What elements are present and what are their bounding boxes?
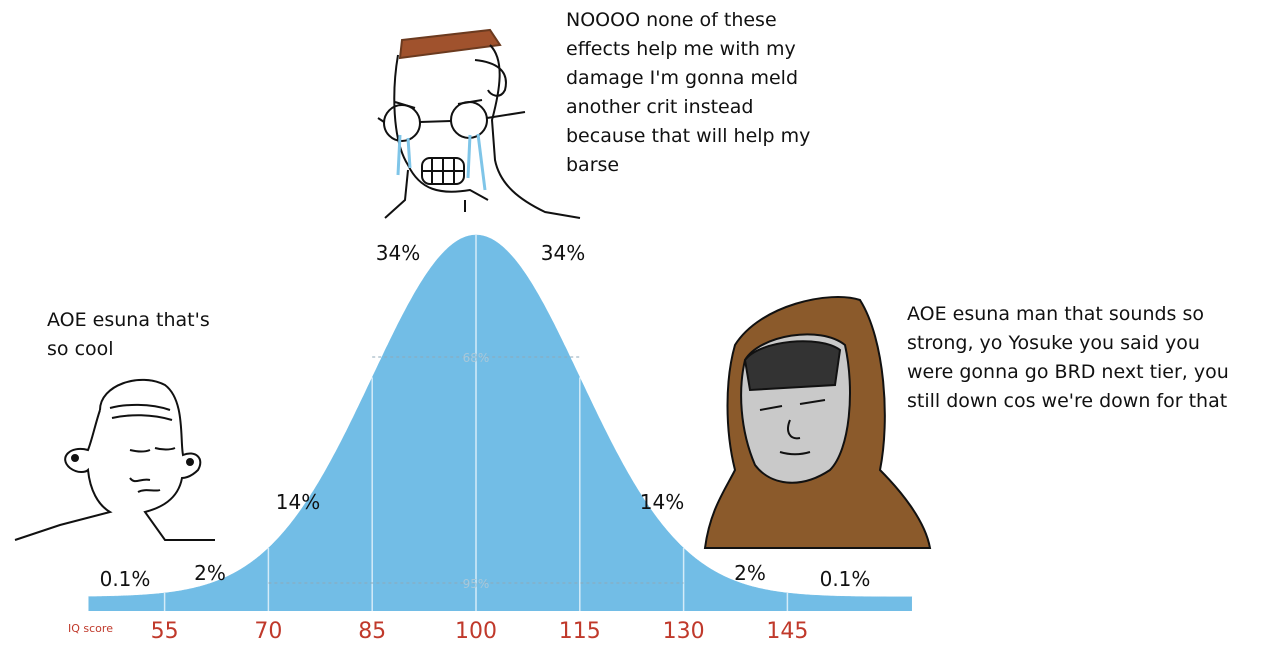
caption-line: because that will help my	[566, 125, 811, 147]
x-tick-label: 145	[766, 619, 808, 644]
x-tick-label: 130	[663, 619, 705, 644]
value-label: 14%	[640, 490, 684, 514]
hooded-wojak	[703, 296, 932, 549]
segment	[787, 592, 913, 598]
segment	[371, 234, 477, 598]
x-axis-label: IQ score	[68, 622, 113, 635]
x-tick-label: 100	[455, 619, 497, 644]
segment	[579, 377, 684, 598]
value-label: 2%	[194, 561, 226, 585]
crying-wojak	[377, 28, 581, 219]
caption: AOE esuna that's so cool	[47, 306, 210, 364]
value-label: 0.1%	[820, 567, 871, 591]
x-tick-label: 55	[151, 619, 179, 644]
caption-line: strong, yo Yosuke you said you	[907, 332, 1200, 354]
segment	[164, 547, 269, 598]
caption-line: NOOOO none of these	[566, 9, 777, 31]
caption-line: effects help me with my	[566, 38, 796, 60]
value-label: 34%	[376, 241, 420, 265]
caption-line: AOE esuna that's	[47, 309, 210, 331]
segment	[268, 377, 373, 598]
caption-line: barse	[566, 154, 620, 176]
value-label: 14%	[276, 490, 320, 514]
caption-line: damage I'm gonna meld	[566, 67, 799, 89]
caption-line: another crit instead	[566, 96, 754, 118]
caption-line: were gonna go BRD next tier, you	[907, 361, 1229, 383]
bald-wojak	[14, 378, 215, 541]
x-tick-label: 70	[254, 619, 282, 644]
value-label: 34%	[541, 241, 585, 265]
value-label: 2%	[734, 561, 766, 585]
caption-line: still down cos we're down for that	[907, 390, 1228, 412]
caption: NOOOO none of these effects help me with …	[566, 6, 810, 180]
band-label: 68%	[463, 351, 490, 365]
caption-line: AOE esuna man that sounds so	[907, 303, 1205, 325]
caption: AOE esuna man that sounds so strong, yo Y…	[907, 300, 1229, 416]
segment	[683, 547, 788, 598]
band-label: 95%	[463, 577, 490, 591]
segment	[88, 592, 165, 598]
caption-line: so cool	[47, 338, 114, 360]
x-tick-label: 115	[559, 619, 601, 644]
x-tick-label: 85	[358, 619, 386, 644]
value-label: 0.1%	[100, 567, 151, 591]
baseline-band	[88, 597, 912, 611]
segment	[475, 234, 581, 598]
